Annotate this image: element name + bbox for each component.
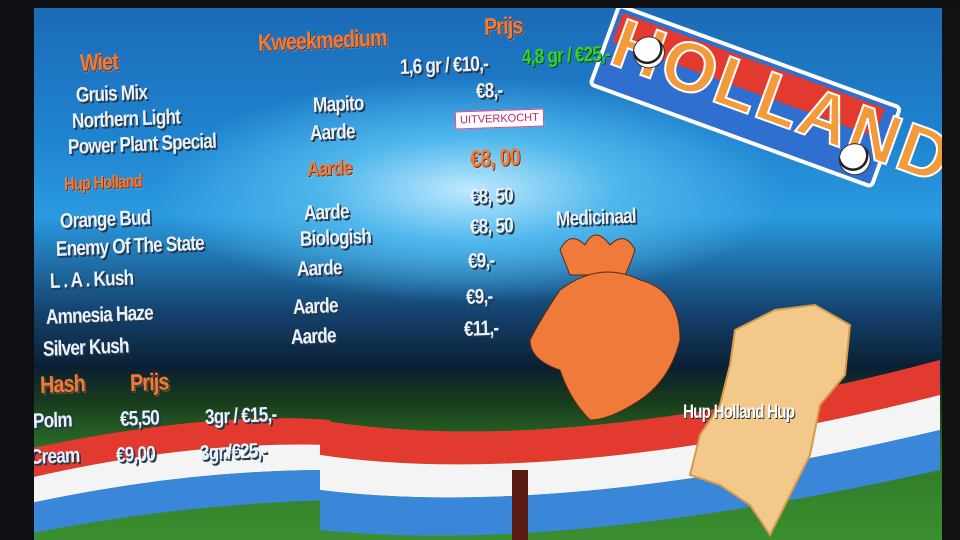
item-price: €8, 50 bbox=[469, 184, 514, 209]
item-note: Medicinaal bbox=[555, 204, 637, 231]
hup-holland-medium: Aarde bbox=[306, 156, 353, 181]
slogan: Hup Holland Hup bbox=[683, 402, 795, 423]
item-name: Northern Light bbox=[71, 105, 181, 133]
item-price: €8,- bbox=[475, 78, 503, 103]
item-price: €8, 50 bbox=[469, 214, 514, 239]
kweekmedium-heading: Kweekmedium bbox=[257, 24, 388, 57]
item-medium: Aarde bbox=[290, 324, 337, 349]
item-name: Cream bbox=[29, 443, 80, 469]
prijs-heading: Prijs bbox=[483, 12, 523, 41]
item-name: Gruis Mix bbox=[75, 80, 148, 107]
item-bulk: 3gr / €15,- bbox=[204, 402, 277, 429]
item-name: L . A . Kush bbox=[49, 266, 134, 293]
item-name: Orange Bud bbox=[59, 206, 151, 233]
hash-heading: Hash bbox=[39, 370, 86, 399]
item-medium: Biologish bbox=[299, 224, 372, 251]
bulk-offer-green: 4,8 gr / €25,- bbox=[521, 42, 611, 69]
item-price: €11,- bbox=[463, 316, 499, 341]
item-medium: Aarde bbox=[296, 256, 343, 281]
item-medium: Mapito bbox=[312, 91, 364, 117]
item-price: €5,50 bbox=[119, 406, 160, 431]
item-name: Amnesia Haze bbox=[45, 301, 154, 329]
hash-price-heading: Prijs bbox=[129, 368, 169, 397]
hup-holland-heading: Hup Holland bbox=[63, 170, 143, 194]
item-price: €9,00 bbox=[115, 442, 156, 467]
item-price: €9,- bbox=[465, 284, 493, 309]
sold-out-badge: UITVERKOCHT bbox=[454, 108, 545, 130]
wiet-heading: Wiet bbox=[79, 48, 119, 77]
item-name: Silver Kush bbox=[42, 334, 129, 361]
netherlands-map-icon bbox=[688, 303, 852, 537]
item-medium: Aarde bbox=[303, 200, 350, 225]
item-bulk: 3gr./€25,- bbox=[199, 439, 267, 465]
item-medium: Aarde bbox=[309, 120, 356, 145]
bulk-offer: 1,6 gr / €10,- bbox=[399, 52, 489, 79]
item-name: Polm bbox=[32, 408, 73, 433]
hup-holland-price: €8, 00 bbox=[469, 143, 521, 173]
item-price: €9,- bbox=[467, 248, 495, 273]
item-medium: Aarde bbox=[292, 294, 339, 319]
lion-icon bbox=[529, 234, 681, 421]
